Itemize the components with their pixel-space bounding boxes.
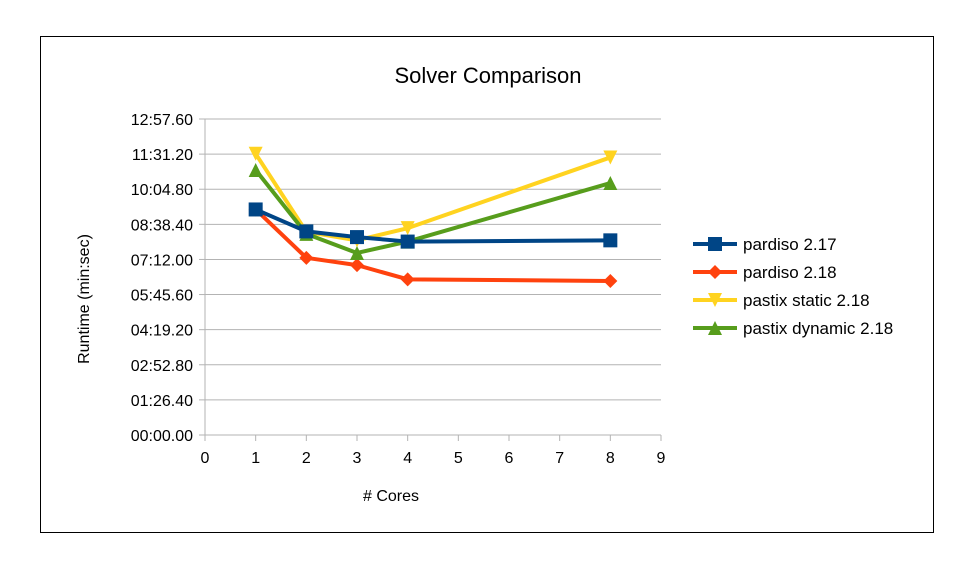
series-pastix-dynamic-218 xyxy=(248,163,618,260)
y-tick-label: 05:45.60 xyxy=(131,288,193,305)
y-tick-label: 07:12.00 xyxy=(131,252,193,269)
legend-marker xyxy=(708,293,722,307)
data-point xyxy=(299,224,314,239)
legend-item: pardiso 2.18 xyxy=(693,263,837,282)
x-tick-label: 4 xyxy=(403,450,412,467)
legend-label: pardiso 2.18 xyxy=(743,263,837,282)
chart-frame: Solver Comparison 00:00.00 01:26.40 02:52.… xyxy=(40,36,934,533)
data-point xyxy=(400,221,415,236)
x-tick-label: 9 xyxy=(657,450,666,467)
legend-label: pastix static 2.18 xyxy=(743,291,870,310)
legend-marker xyxy=(708,321,722,335)
data-point xyxy=(248,146,263,161)
data-point xyxy=(350,230,364,245)
data-point xyxy=(299,250,314,265)
line-chart: Solver Comparison 00:00.00 01:26.40 02:52.… xyxy=(76,63,893,505)
y-axis-label: Runtime (min:sec) xyxy=(76,234,93,364)
x-tick-label: 5 xyxy=(454,450,463,467)
data-point xyxy=(603,150,618,165)
y-tick-label: 04:19.20 xyxy=(131,323,193,340)
data-point xyxy=(400,272,415,287)
y-tick-label: 10:04.80 xyxy=(131,182,193,199)
x-tick-label: 7 xyxy=(555,450,564,467)
x-tick-label: 3 xyxy=(353,450,362,467)
data-point xyxy=(350,258,364,273)
grid-lines xyxy=(205,118,661,401)
legend: pardiso 2.17 pardiso 2.18 pastix static 2.… xyxy=(693,235,893,338)
data-point xyxy=(248,202,263,217)
legend-label: pardiso 2.17 xyxy=(743,235,837,254)
x-tick-label: 6 xyxy=(505,450,514,467)
x-axis-label: # Cores xyxy=(363,488,419,505)
y-tick-label: 12:57.60 xyxy=(131,112,193,129)
series-group xyxy=(248,146,618,288)
series-pardiso-218 xyxy=(248,202,618,288)
data-point xyxy=(350,245,364,260)
x-tick-label: 1 xyxy=(251,450,260,467)
data-point xyxy=(603,233,618,248)
y-tick-label: 02:52.80 xyxy=(131,358,193,375)
chart-title: Solver Comparison xyxy=(394,63,581,88)
legend-label: pastix dynamic 2.18 xyxy=(743,319,893,338)
legend-marker xyxy=(708,237,722,251)
legend-item: pastix dynamic 2.18 xyxy=(693,319,893,338)
data-point xyxy=(603,273,618,288)
axes xyxy=(199,118,662,441)
legend-item: pardiso 2.17 xyxy=(693,235,837,254)
tick-labels: 00:00.00 01:26.40 02:52.80 04:19.20 05:45.60… xyxy=(131,112,666,467)
legend-marker xyxy=(708,265,722,279)
x-tick-label: 2 xyxy=(302,450,311,467)
x-tick-label: 8 xyxy=(606,450,615,467)
y-tick-label: 01:26.40 xyxy=(131,393,193,410)
data-point xyxy=(400,234,415,249)
y-tick-label: 08:38.40 xyxy=(131,217,193,234)
data-point xyxy=(248,163,263,178)
legend-item: pastix static 2.18 xyxy=(693,291,870,310)
data-point xyxy=(603,176,618,191)
y-tick-label: 11:31.20 xyxy=(132,147,193,164)
x-tick-label: 0 xyxy=(201,450,210,467)
y-tick-label: 00:00.00 xyxy=(131,428,193,445)
series-pardiso-217 xyxy=(248,202,618,249)
